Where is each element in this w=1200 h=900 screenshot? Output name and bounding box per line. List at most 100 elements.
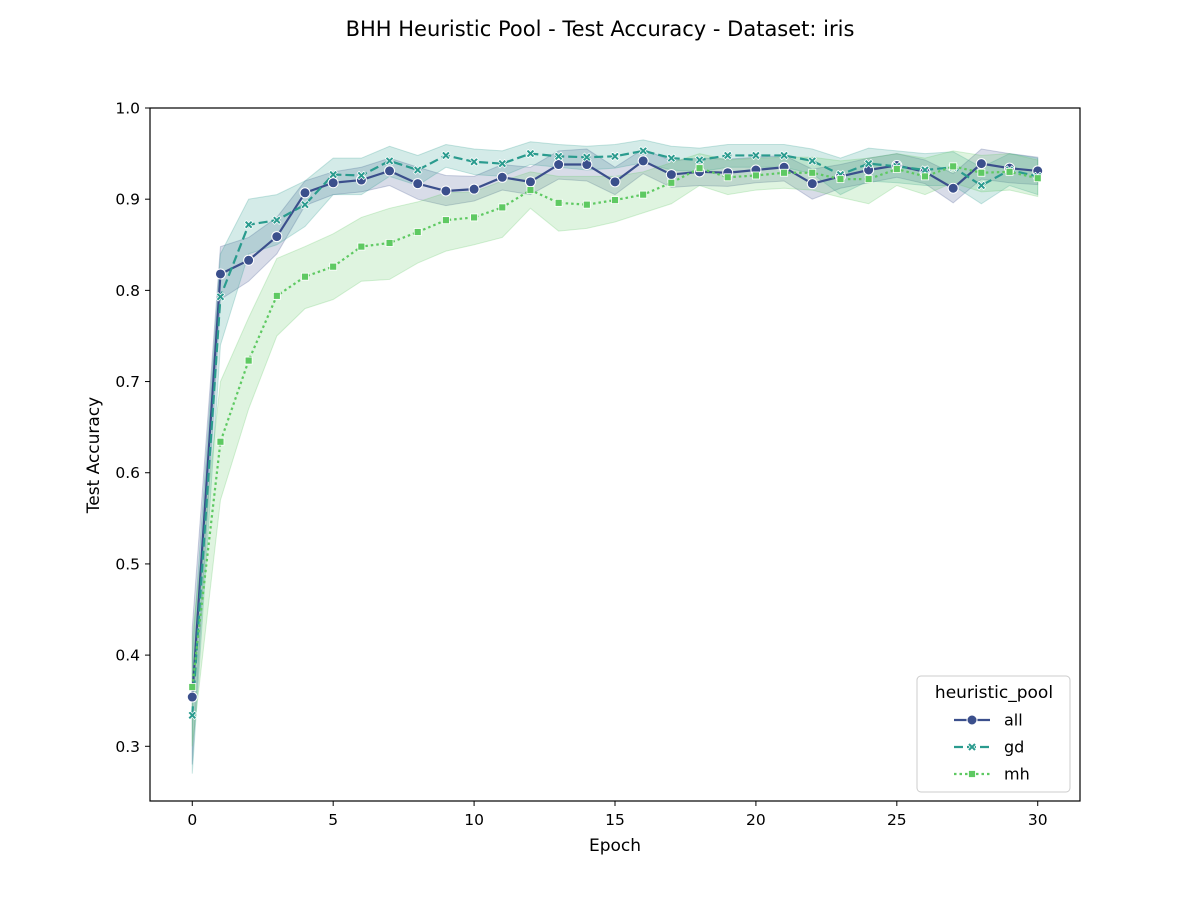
point-gd <box>920 165 930 175</box>
legend-title: heuristic_pool <box>935 683 1053 703</box>
point-mh <box>329 262 338 271</box>
point-mh <box>977 168 986 177</box>
point-gd <box>243 220 254 230</box>
point-mh <box>272 291 281 300</box>
point-gd <box>779 150 789 161</box>
point-mh <box>921 172 929 181</box>
point-mh <box>357 242 366 251</box>
point-mh <box>611 196 619 204</box>
point-all <box>609 176 621 188</box>
y-tick-label: 0.6 <box>115 464 140 482</box>
point-gd <box>413 165 423 175</box>
confidence-bands <box>191 139 1039 774</box>
x-tick-label: 25 <box>887 811 907 829</box>
band-all <box>191 148 1039 765</box>
point-mh <box>1005 167 1014 176</box>
band-gd <box>191 139 1039 774</box>
point-mh <box>695 164 704 173</box>
point-all <box>581 159 593 171</box>
point-gd <box>272 215 282 225</box>
y-tick-label: 0.7 <box>115 373 140 391</box>
point-gd <box>300 199 310 210</box>
point-all <box>665 169 677 181</box>
y-tick-label: 0.9 <box>115 191 140 209</box>
point-all <box>553 159 565 171</box>
point-mh <box>836 175 845 184</box>
y-tick-label: 1.0 <box>115 100 140 118</box>
point-gd <box>441 150 451 161</box>
point-all <box>975 158 987 170</box>
point-all <box>637 155 649 167</box>
point-gd <box>751 150 761 161</box>
point-mh <box>864 175 873 184</box>
y-axis-label: Test Accuracy <box>84 397 104 515</box>
point-all <box>524 176 536 188</box>
series-line-gd <box>191 149 1038 716</box>
y-tick-label: 0.4 <box>115 647 140 665</box>
x-tick-label: 15 <box>605 811 625 829</box>
point-mh <box>216 437 225 446</box>
x-tick-label: 0 <box>187 811 197 829</box>
point-mh <box>385 239 394 247</box>
point-all <box>806 178 818 190</box>
point-gd <box>553 151 564 162</box>
x-tick-label: 5 <box>328 811 338 829</box>
legend-entries: all gd mh <box>954 711 1030 784</box>
y-tick-label: 0.3 <box>115 738 140 756</box>
band-mh <box>191 150 1039 747</box>
point-gd <box>666 153 677 163</box>
y-tick-label: 0.5 <box>115 555 140 573</box>
point-mh <box>554 198 563 207</box>
point-gd <box>610 151 620 162</box>
series-lines <box>191 149 1038 716</box>
point-all <box>214 268 226 280</box>
point-all <box>947 182 959 194</box>
point-all <box>468 183 480 195</box>
point-all <box>299 187 311 199</box>
point-all <box>496 171 508 183</box>
point-gd <box>328 169 338 180</box>
point-gd <box>356 170 367 181</box>
point-all <box>440 185 452 197</box>
point-gd <box>469 157 479 167</box>
point-mh <box>780 168 788 177</box>
legend-marker-all <box>966 714 978 726</box>
point-gd <box>863 158 874 169</box>
point-mh <box>188 683 197 691</box>
point-mh <box>301 272 309 281</box>
point-gd <box>384 156 395 166</box>
legend: heuristic_pool all gd mh <box>916 675 1071 793</box>
point-mh <box>752 171 760 180</box>
point-gd <box>582 152 592 162</box>
x-tick-label: 10 <box>464 811 484 829</box>
point-mh <box>639 190 648 199</box>
x-axis-label: Epoch <box>589 836 641 856</box>
point-mh <box>244 356 253 365</box>
point-mh <box>667 178 676 187</box>
point-gd <box>723 150 733 161</box>
point-all <box>412 178 424 190</box>
y-axis-ticks: 0.3 0.4 0.5 0.6 0.7 0.8 0.9 1.0 <box>115 100 150 756</box>
point-mh <box>413 228 422 236</box>
point-gd <box>638 146 648 156</box>
point-all <box>271 231 283 243</box>
point-gd <box>525 148 536 159</box>
point-mh <box>442 216 450 225</box>
series-markers <box>186 146 1044 720</box>
x-tick-label: 30 <box>1028 811 1048 829</box>
legend-label-all: all <box>1004 711 1023 730</box>
point-all <box>327 177 339 189</box>
point-mh <box>949 162 958 171</box>
point-gd <box>807 156 817 166</box>
x-axis-ticks: 0 5 10 15 20 25 30 <box>187 801 1048 829</box>
point-all <box>186 691 198 703</box>
point-gd <box>187 710 197 720</box>
legend-label-mh: mh <box>1004 765 1030 784</box>
y-tick-label: 0.8 <box>115 282 140 300</box>
point-mh <box>582 200 591 209</box>
point-mh <box>470 213 478 222</box>
point-gd <box>976 180 987 191</box>
legend-marker-gd <box>967 742 977 752</box>
point-all <box>384 165 396 177</box>
